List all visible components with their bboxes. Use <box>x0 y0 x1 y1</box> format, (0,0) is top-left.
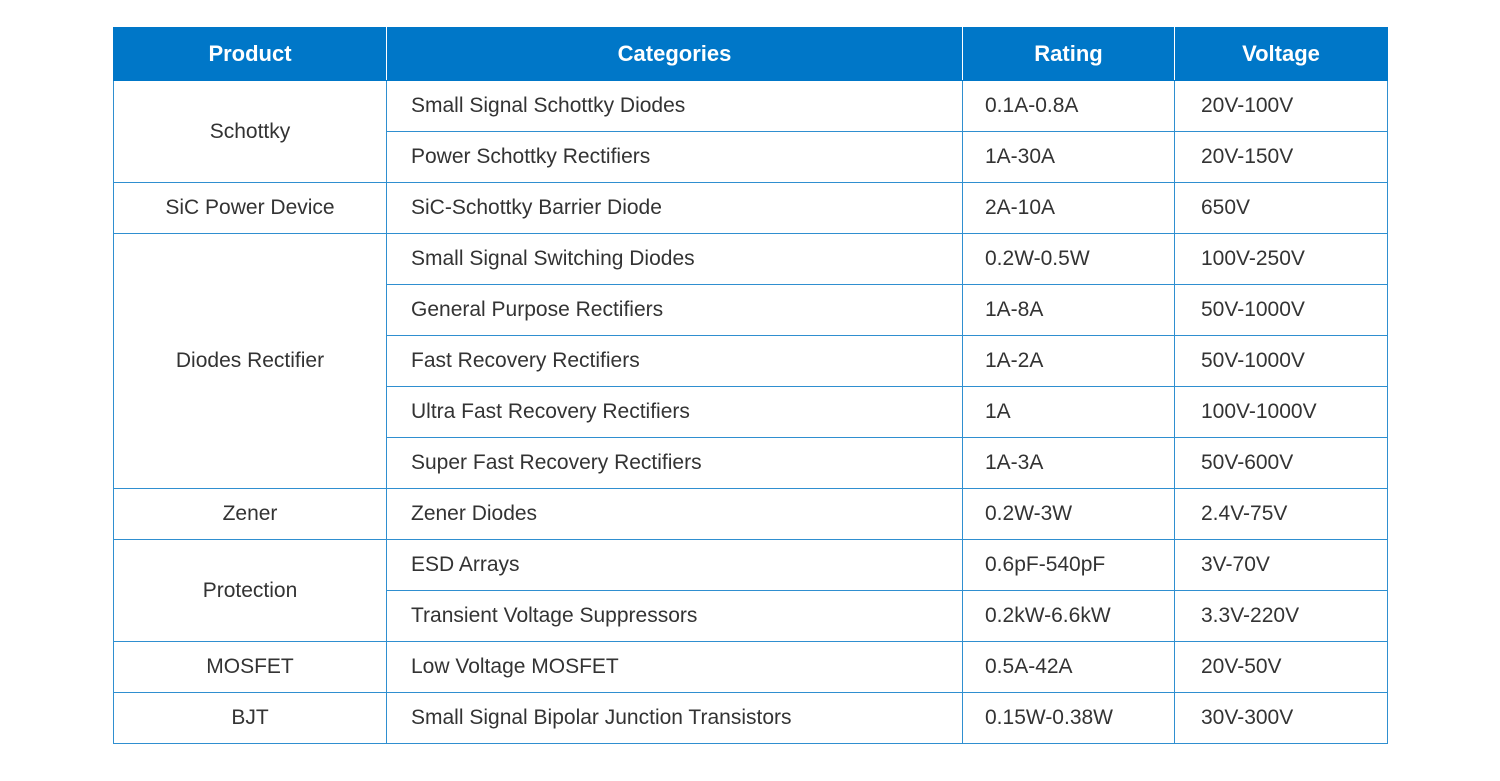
rating-cell: 0.2W-3W <box>962 488 1175 540</box>
table-header: Product Categories Rating Voltage <box>113 27 1388 81</box>
voltage-cell: 50V-1000V <box>1174 335 1388 387</box>
table-row: SiC Power Device SiC-Schottky Barrier Dio… <box>113 182 1388 234</box>
header-row: Product Categories Rating Voltage <box>113 27 1388 81</box>
category-cell: SiC-Schottky Barrier Diode <box>386 182 963 234</box>
table-row: Power Schottky Rectifiers 1A-30A 20V-150V <box>114 131 1388 183</box>
table-row: Schottky Small Signal Schottky Diodes 0.1A… <box>113 80 1388 183</box>
voltage-cell: 20V-100V <box>1174 80 1388 132</box>
rating-cell: 0.2W-0.5W <box>962 233 1175 285</box>
category-cell: General Purpose Rectifiers <box>386 284 963 336</box>
category-cell: Transient Voltage Suppressors <box>386 590 963 642</box>
rating-cell: 0.1A-0.8A <box>962 80 1175 132</box>
category-cell: Power Schottky Rectifiers <box>386 131 963 183</box>
product-cell: Diodes Rectifier <box>113 233 387 489</box>
voltage-cell: 3V-70V <box>1174 539 1388 591</box>
rating-cell: 1A-3A <box>962 437 1175 489</box>
voltage-cell: 3.3V-220V <box>1174 590 1388 642</box>
rating-cell: 0.15W-0.38W <box>962 692 1175 744</box>
voltage-cell: 2.4V-75V <box>1174 488 1388 540</box>
category-cell: Small Signal Switching Diodes <box>386 233 963 285</box>
rating-cell: 2A-10A <box>962 182 1175 234</box>
product-cell: BJT <box>113 692 387 744</box>
product-cell: SiC Power Device <box>113 182 387 234</box>
table-row: General Purpose Rectifiers 1A-8A 50V-1000V <box>114 284 1388 336</box>
product-cell: Protection <box>113 539 387 642</box>
category-cell: ESD Arrays <box>386 539 963 591</box>
table-row: Ultra Fast Recovery Rectifiers 1A 100V-100… <box>114 386 1388 438</box>
voltage-cell: 20V-150V <box>1174 131 1388 183</box>
table-row: Zener Zener Diodes 0.2W-3W 2.4V-75V <box>113 488 1388 540</box>
category-cell: Zener Diodes <box>386 488 963 540</box>
header-voltage: Voltage <box>1174 27 1388 81</box>
table-row: Fast Recovery Rectifiers 1A-2A 50V-1000V <box>114 335 1388 387</box>
category-cell: Ultra Fast Recovery Rectifiers <box>386 386 963 438</box>
rating-cell: 1A <box>962 386 1175 438</box>
product-cell: Zener <box>113 488 387 540</box>
category-cell: Small Signal Bipolar Junction Transistor… <box>386 692 963 744</box>
voltage-cell: 650V <box>1174 182 1388 234</box>
voltage-cell: 100V-1000V <box>1174 386 1388 438</box>
category-cell: Small Signal Schottky Diodes <box>386 80 963 132</box>
category-cell: Fast Recovery Rectifiers <box>386 335 963 387</box>
voltage-cell: 50V-600V <box>1174 437 1388 489</box>
product-cell: Schottky <box>113 80 387 183</box>
rating-cell: 1A-8A <box>962 284 1175 336</box>
rating-cell: 0.2kW-6.6kW <box>962 590 1175 642</box>
category-cell: Super Fast Recovery Rectifiers <box>386 437 963 489</box>
category-cell: Low Voltage MOSFET <box>386 641 963 693</box>
voltage-cell: 20V-50V <box>1174 641 1388 693</box>
table-row: Protection ESD Arrays 0.6pF-540pF 3V-70V <box>113 539 1388 642</box>
table-row: Transient Voltage Suppressors 0.2kW-6.6kW… <box>114 590 1388 642</box>
rating-cell: 0.6pF-540pF <box>962 539 1175 591</box>
product-cell: MOSFET <box>113 641 387 693</box>
voltage-cell: 30V-300V <box>1174 692 1388 744</box>
table-body: Schottky Small Signal Schottky Diodes 0.1A… <box>113 80 1388 744</box>
rating-cell: 0.5A-42A <box>962 641 1175 693</box>
header-product: Product <box>113 27 387 81</box>
voltage-cell: 100V-250V <box>1174 233 1388 285</box>
header-categories: Categories <box>386 27 963 81</box>
table-row: Super Fast Recovery Rectifiers 1A-3A 50V-6… <box>114 437 1388 489</box>
table-row: Diodes Rectifier Small Signal Switching D… <box>113 233 1388 489</box>
table-row: BJT Small Signal Bipolar Junction Transis… <box>113 692 1388 744</box>
rating-cell: 1A-2A <box>962 335 1175 387</box>
rating-cell: 1A-30A <box>962 131 1175 183</box>
header-rating: Rating <box>962 27 1175 81</box>
table-row: MOSFET Low Voltage MOSFET 0.5A-42A 20V-50V <box>113 641 1388 693</box>
product-table: Product Categories Rating Voltage Schott… <box>113 27 1388 744</box>
voltage-cell: 50V-1000V <box>1174 284 1388 336</box>
